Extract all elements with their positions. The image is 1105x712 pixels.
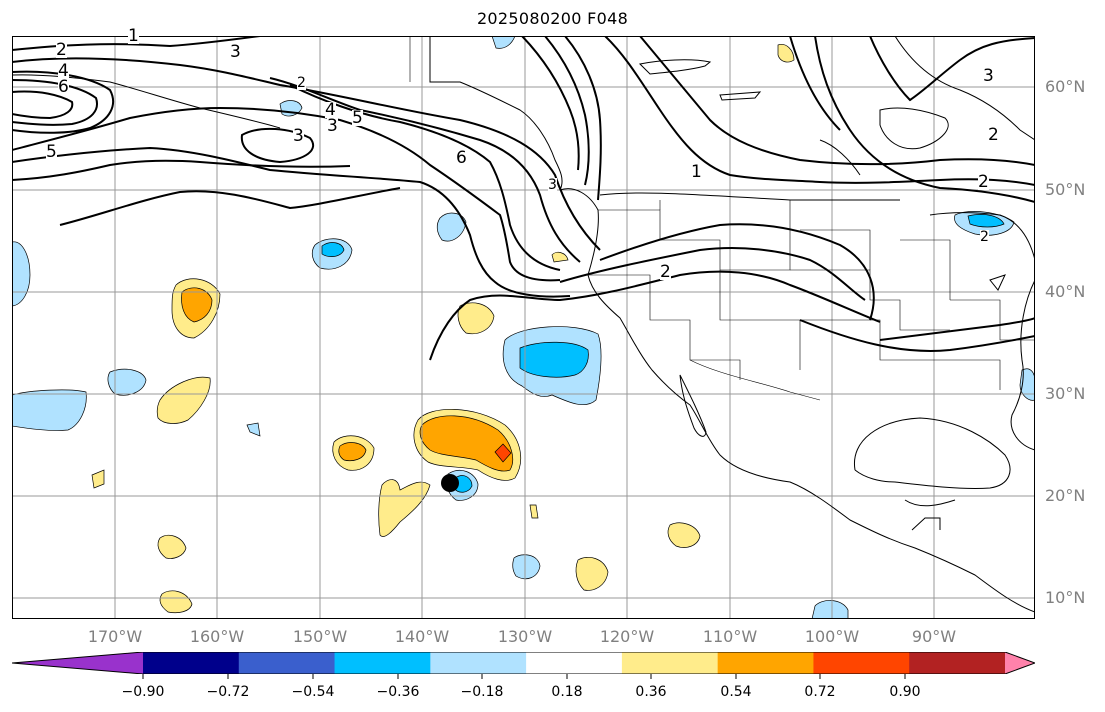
pos-anomaly-region — [575, 557, 609, 591]
pos-anomaly-region — [91, 469, 105, 489]
lat-label: 60°N — [1045, 77, 1086, 96]
colorbar-segment — [621, 652, 719, 674]
neg-anomaly-region — [512, 554, 541, 580]
contour-label: 2 — [978, 172, 989, 192]
colorbar-segments — [12, 652, 1035, 674]
colorbar-tick-label: 0.90 — [889, 684, 921, 700]
lon-label: 100°W — [804, 627, 860, 646]
contour-label: 3 — [983, 66, 994, 86]
lon-label: 110°W — [702, 627, 758, 646]
pos-anomaly-core — [419, 415, 513, 472]
neg-anomaly-core — [453, 475, 473, 493]
contour-label: 3 — [293, 126, 304, 146]
colorbar-tick-label: −0.54 — [291, 684, 335, 700]
coastlines — [12, 36, 1035, 613]
colorbar-tick-marks — [142, 674, 906, 679]
storm-center-marker — [441, 474, 459, 492]
colorbar-segment — [238, 652, 336, 674]
neg-anomaly-core — [519, 341, 589, 378]
lon-label: 130°W — [497, 627, 553, 646]
lat-label: 40°N — [1045, 282, 1086, 301]
colorbar-segment — [430, 652, 527, 674]
contour-label: 5 — [352, 108, 363, 128]
lon-label: 150°W — [292, 627, 348, 646]
contour-label: 3 — [230, 42, 241, 62]
pos-anomaly-region — [157, 534, 187, 559]
contour-label: 3 — [548, 177, 557, 193]
neg-anomaly-region — [107, 368, 147, 396]
colorbar-tick-label: −0.36 — [376, 684, 420, 700]
contour-label: 1 — [128, 26, 139, 46]
colorbar-tick-label: 0.54 — [720, 684, 752, 700]
map-panel — [12, 36, 1035, 619]
colorbar-tick-label: 0.72 — [804, 684, 836, 700]
graticule — [12, 36, 1035, 619]
height-contours — [12, 36, 1035, 361]
neg-anomaly-region — [12, 241, 31, 307]
lon-label: 160°W — [189, 627, 245, 646]
neg-anomaly-region — [491, 36, 516, 49]
lat-label: 20°N — [1045, 486, 1086, 505]
colorbar-extend-min — [12, 652, 143, 674]
pos-anomaly-peak — [494, 443, 512, 463]
pos-anomaly-region — [551, 251, 569, 263]
lat-label: 50°N — [1045, 180, 1086, 199]
contour-label: 3 — [327, 116, 338, 136]
neg-anomaly-core — [967, 214, 1005, 228]
lat-label: 30°N — [1045, 384, 1086, 403]
colorbar-segment — [813, 652, 910, 674]
colorbar-segment — [909, 652, 1006, 674]
neg-anomaly-region — [811, 600, 849, 619]
colorbar-tick-label: −0.90 — [121, 684, 165, 700]
contour-label: 4 — [325, 100, 336, 120]
colorbar-tick-label: −0.72 — [206, 684, 250, 700]
contour-label: 4 — [58, 61, 69, 81]
pos-anomaly-region — [156, 376, 211, 424]
contour-label: 2 — [988, 125, 999, 145]
colorbar-tick-label: −0.18 — [460, 684, 504, 700]
pos-anomaly-region — [777, 44, 795, 63]
colorbar-segment — [717, 652, 814, 674]
colorbar — [12, 652, 1035, 674]
anomaly-shading — [12, 36, 1035, 619]
pos-anomaly-region — [159, 590, 193, 614]
colorbar-segment — [334, 652, 431, 674]
colorbar-tick-label: 0.36 — [635, 684, 667, 700]
colorbar-tick-label: 0.18 — [551, 684, 583, 700]
contour-label: 2 — [980, 229, 989, 245]
contour-label: 2 — [660, 262, 671, 282]
contour-label: 6 — [456, 148, 467, 168]
contour-label: 2 — [56, 40, 67, 60]
lon-label: 90°W — [911, 627, 957, 646]
pos-anomaly-region — [667, 522, 701, 548]
neg-anomaly-core — [321, 242, 345, 257]
neg-anomaly-region — [12, 389, 87, 431]
pos-anomaly-core — [338, 442, 367, 462]
colorbar-segment — [143, 652, 240, 674]
neg-anomaly-region — [246, 422, 261, 437]
contour-label: 6 — [58, 77, 69, 97]
map-title: 2025080200 F048 — [476, 9, 629, 28]
lon-label: 170°W — [87, 627, 143, 646]
contour-label: 2 — [297, 75, 306, 91]
pos-anomaly-region — [529, 504, 539, 519]
colorbar-segment — [526, 652, 623, 674]
colorbar-extend-max — [1005, 652, 1035, 674]
neg-anomaly-region — [436, 212, 467, 242]
lon-label: 140°W — [394, 627, 450, 646]
pos-anomaly-region — [457, 302, 495, 335]
contour-label: 5 — [46, 142, 57, 162]
pos-anomaly-core — [181, 287, 213, 323]
lon-label: 120°W — [599, 627, 655, 646]
contour-label: 1 — [691, 162, 702, 182]
pos-anomaly-region — [378, 479, 431, 537]
lat-label: 10°N — [1045, 588, 1086, 607]
